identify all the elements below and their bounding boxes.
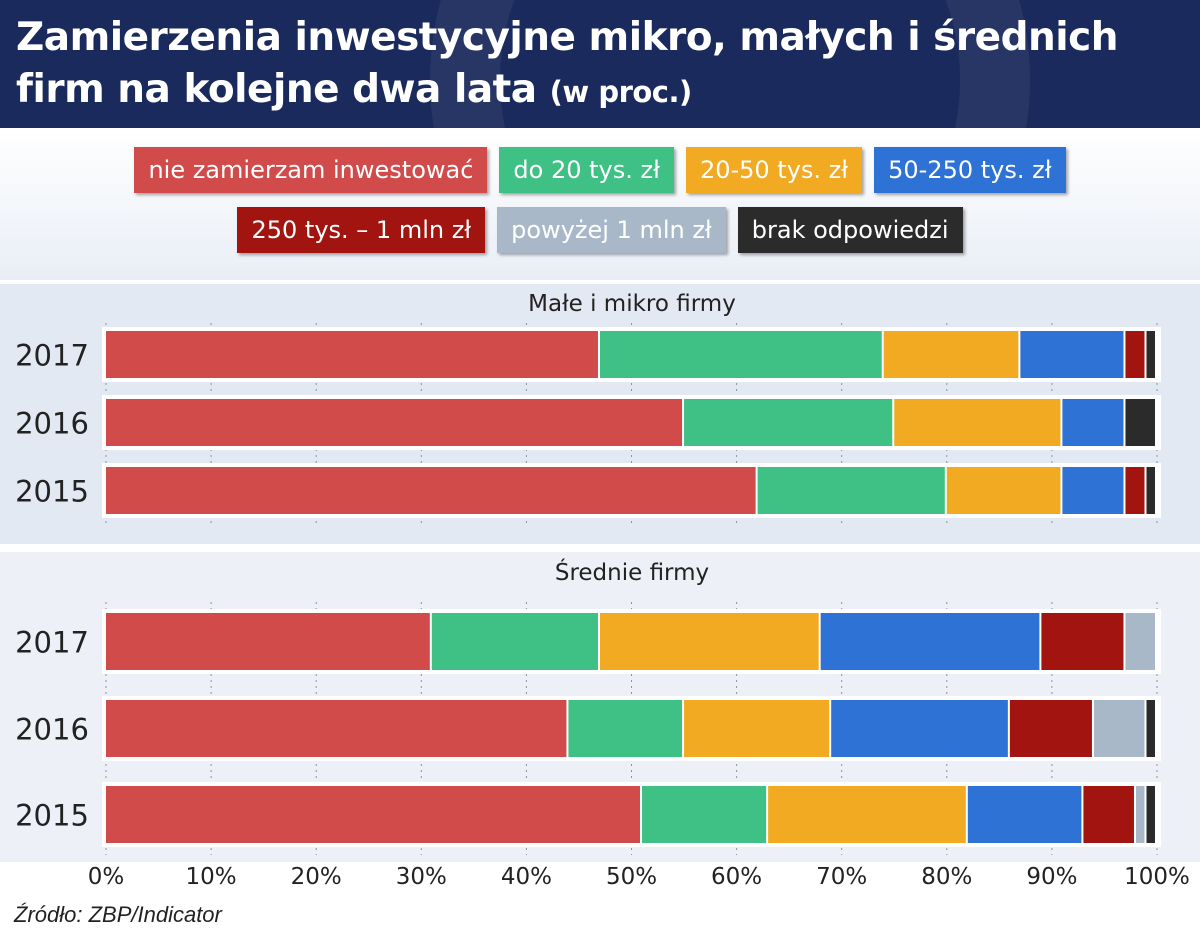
x-tick-label-3: 30% <box>396 864 447 890</box>
bar-segment-0-2016-1 <box>684 399 893 446</box>
bar-segment-0-2016-6 <box>1125 399 1155 446</box>
bar-segment-1-2016-2 <box>684 700 830 757</box>
x-tick-label-6: 60% <box>711 864 762 890</box>
x-tick-label-0: 0% <box>88 864 125 890</box>
x-tick-label-8: 80% <box>921 864 972 890</box>
bar-segment-1-2015-1 <box>642 786 767 843</box>
bar-segment-1-2016-3 <box>831 700 1008 757</box>
bar-segment-0-2017-6 <box>1146 331 1155 378</box>
title-text: Zamierzenia inwestycyjne mikro, małych i… <box>16 15 1119 112</box>
chart-title: Zamierzenia inwestycyjne mikro, małych i… <box>16 12 1186 118</box>
bar-segment-1-2017-2 <box>599 613 819 670</box>
x-tick-label-7: 70% <box>816 864 867 890</box>
bar-segment-1-2017-0 <box>106 613 430 670</box>
bar-segment-0-2015-2 <box>946 467 1061 514</box>
bar-segment-0-2015-1 <box>757 467 945 514</box>
bar-segment-1-2015-0 <box>106 786 641 843</box>
year-label-1-2015: 2015 <box>15 799 89 833</box>
bar-segment-1-2017-5 <box>1125 613 1155 670</box>
legend-item-do-20: do 20 tys. zł <box>499 147 674 193</box>
bar-segment-0-2016-3 <box>1062 399 1124 446</box>
bar-segment-1-2015-6 <box>1146 786 1155 843</box>
year-label-1-2016: 2016 <box>15 713 89 747</box>
bar-segment-0-2015-6 <box>1146 467 1155 514</box>
bar-segment-0-2016-2 <box>894 399 1061 446</box>
bar-segment-1-2017-3 <box>820 613 1040 670</box>
bar-segment-1-2016-5 <box>1093 700 1145 757</box>
panel-title-0: Małe i mikro firmy <box>528 291 736 317</box>
x-tick-label-4: 40% <box>501 864 552 890</box>
legend: nie zamierzam inwestować do 20 tys. zł 2… <box>0 147 1200 269</box>
bar-segment-0-2017-3 <box>1020 331 1124 378</box>
x-tick-label-10: 100% <box>1124 864 1190 890</box>
bar-segment-1-2016-1 <box>568 700 683 757</box>
bar-segment-1-2016-0 <box>106 700 567 757</box>
header-banner: Zamierzenia inwestycyjne mikro, małych i… <box>0 0 1200 128</box>
panel-title-1: Średnie firmy <box>555 558 709 586</box>
legend-item-250-1mln: 250 tys. – 1 mln zł <box>237 207 486 253</box>
bar-segment-0-2017-1 <box>599 331 882 378</box>
bar-segment-0-2017-2 <box>883 331 1019 378</box>
bar-segment-0-2017-4 <box>1125 331 1145 378</box>
bar-segment-0-2015-4 <box>1125 467 1145 514</box>
bar-segment-1-2015-5 <box>1135 786 1145 843</box>
x-tick-label-5: 50% <box>606 864 657 890</box>
bar-segment-1-2017-4 <box>1041 613 1124 670</box>
background-emblem <box>430 0 1030 128</box>
title-unit: (w proc.) <box>549 75 693 109</box>
year-label-1-2017: 2017 <box>15 626 89 660</box>
bar-segment-1-2017-1 <box>431 613 598 670</box>
year-label-0-2015: 2015 <box>15 475 89 509</box>
bar-segment-1-2016-6 <box>1146 700 1155 757</box>
legend-item-powyzej-1mln: powyżej 1 mln zł <box>497 207 726 253</box>
x-tick-label-1: 10% <box>186 864 237 890</box>
x-tick-label-2: 20% <box>291 864 342 890</box>
bar-segment-0-2016-0 <box>106 399 683 446</box>
legend-item-20-50: 20-50 tys. zł <box>685 147 863 193</box>
legend-row-1: nie zamierzam inwestować do 20 tys. zł 2… <box>0 147 1200 193</box>
bar-segment-0-2015-0 <box>106 467 756 514</box>
year-label-0-2016: 2016 <box>15 407 89 441</box>
legend-row-2: 250 tys. – 1 mln zł powyżej 1 mln zł bra… <box>0 207 1200 253</box>
bar-segment-1-2015-3 <box>967 786 1082 843</box>
bar-segment-0-2015-3 <box>1062 467 1124 514</box>
x-tick-label-9: 90% <box>1026 864 1077 890</box>
legend-item-brak-odpowiedzi: brak odpowiedzi <box>737 207 963 253</box>
source-note: Źródło: ZBP/Indicator <box>14 902 222 927</box>
bar-segment-1-2015-2 <box>768 786 966 843</box>
bar-segment-0-2017-0 <box>106 331 598 378</box>
bar-segment-1-2015-4 <box>1083 786 1134 843</box>
bar-segment-1-2016-4 <box>1009 700 1092 757</box>
legend-item-nie-zamierzam: nie zamierzam inwestować <box>134 147 488 193</box>
legend-item-50-250: 50-250 tys. zł <box>874 147 1066 193</box>
year-label-0-2017: 2017 <box>15 339 89 373</box>
